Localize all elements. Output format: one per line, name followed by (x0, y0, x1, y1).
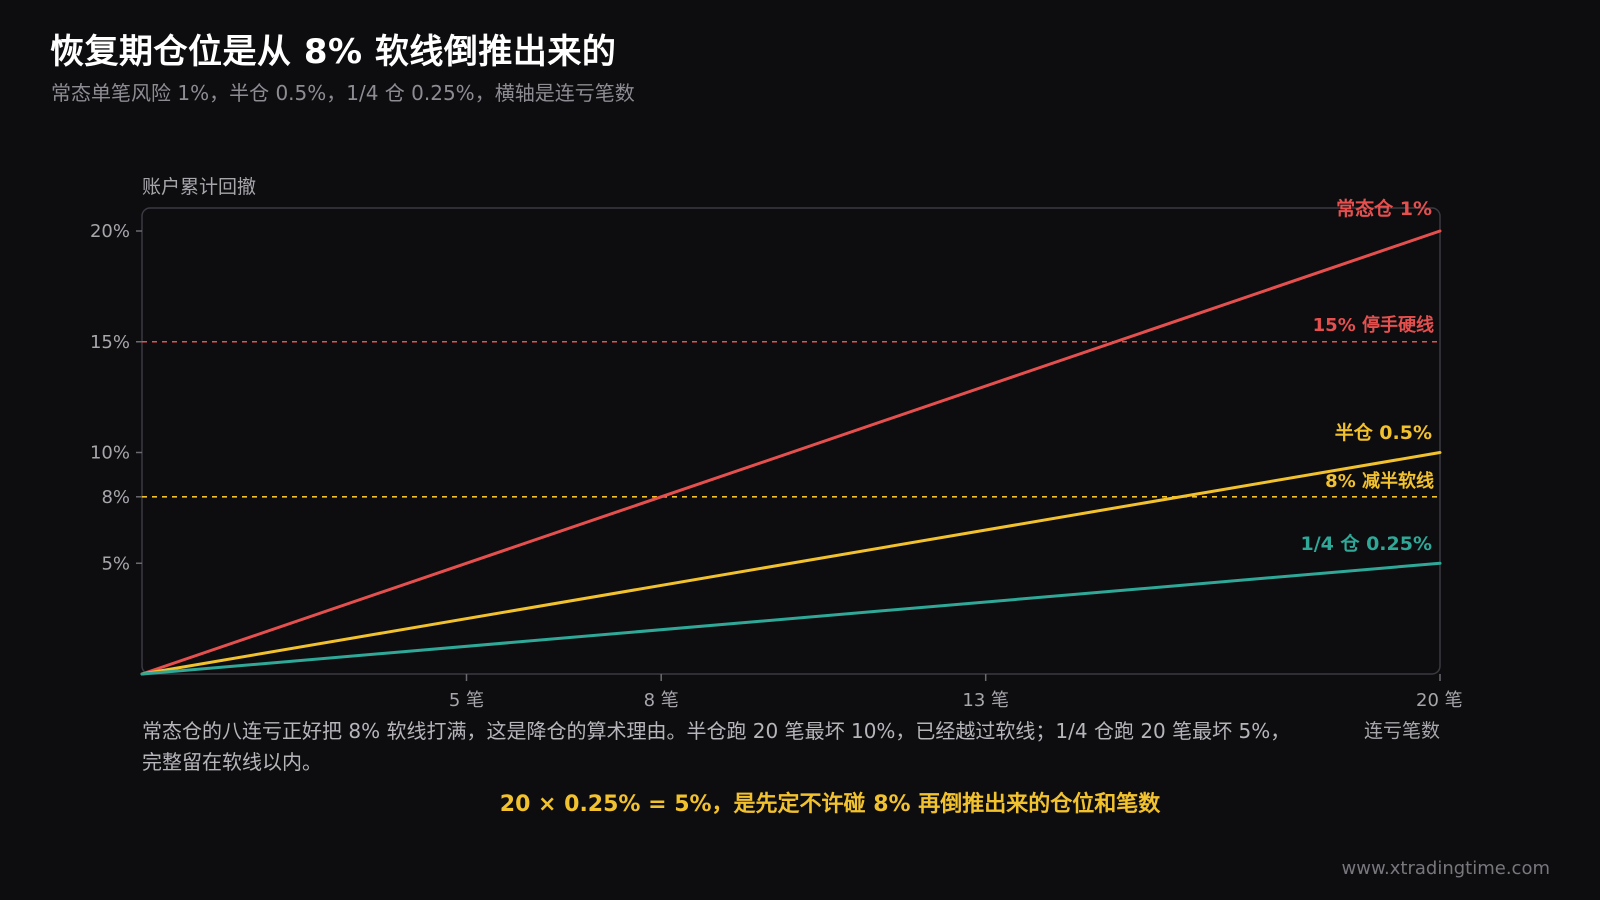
x-tick-label: 13 笔 (962, 690, 1009, 711)
plot-frame (141, 207, 1441, 675)
series-label-0: 常态仓 1% (1336, 197, 1432, 220)
series-label-1: 半仓 0.5% (1335, 421, 1432, 444)
y-tick-label: 10% (90, 443, 130, 464)
series-line-0 (140, 229, 1442, 676)
x-axis-label: 连亏笔数 (1364, 720, 1440, 742)
series-labels: 常态仓 1% 半仓 0.5% 1/4 仓 0.25% 15% 停手硬线 8% 减半软线 (1300, 197, 1434, 555)
chart-subtitle: 常态单笔风险 1%，半仓 0.5%，1/4 仓 0.25%，横轴是连亏笔数 (51, 81, 635, 105)
reference-lines (142, 340, 1440, 498)
y-axis-ticks: 5% 8% 10% 15% 20% (90, 221, 142, 574)
x-axis-ticks: 5 笔 8 笔 13 笔 20 笔 (449, 674, 1463, 711)
y-tick-label: 20% (90, 221, 130, 242)
series-line-1 (140, 451, 1442, 676)
site-url: www.xtradingtime.com (1341, 858, 1550, 879)
chart-title: 恢复期仓位是从 8% 软线倒推出来的 (50, 32, 617, 72)
series-lines (140, 229, 1442, 676)
x-tick-label: 5 笔 (449, 690, 484, 711)
y-tick-label: 5% (101, 553, 130, 574)
explanation-note: 常态仓的八连亏正好把 8% 软线打满，这是降仓的算术理由。半仓跑 20 笔最坏 … (142, 719, 1291, 774)
conclusion-text: 20 × 0.25% = 5%，是先定不许碰 8% 再倒推出来的仓位和笔数 (499, 792, 1161, 817)
series-line-2 (140, 561, 1442, 676)
y-tick-label: 8% (101, 487, 130, 508)
series-label-2: 1/4 仓 0.25% (1300, 532, 1432, 555)
x-tick-label: 8 笔 (644, 690, 679, 711)
x-tick-label: 20 笔 (1416, 690, 1463, 711)
y-tick-label: 15% (90, 332, 130, 353)
y-axis-label: 账户累计回撤 (142, 176, 256, 198)
reference-label-0: 15% 停手硬线 (1313, 314, 1434, 336)
reference-label-1: 8% 减半软线 (1325, 470, 1434, 492)
